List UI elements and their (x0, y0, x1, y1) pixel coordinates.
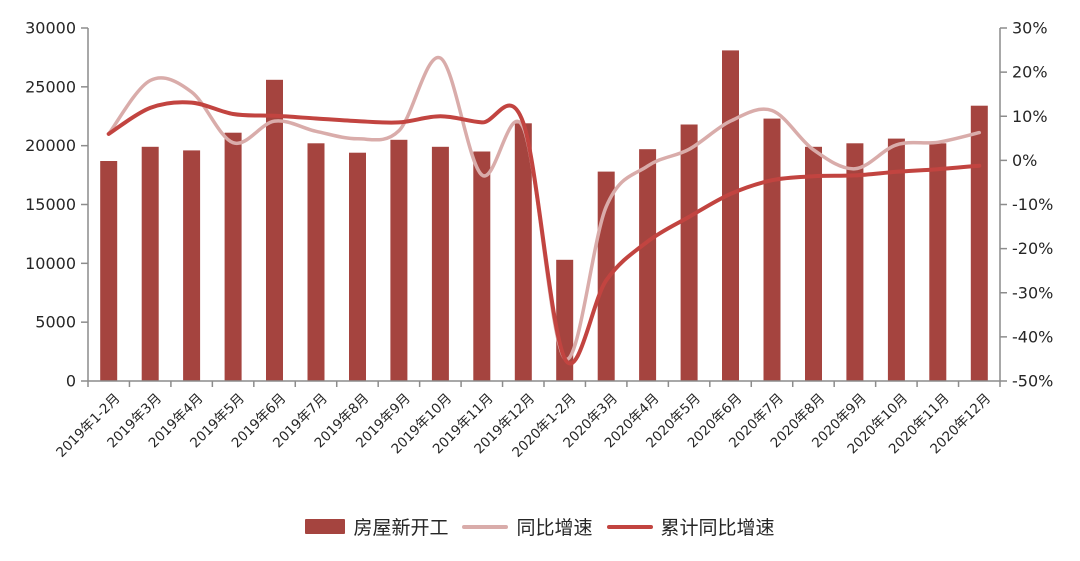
bar (680, 124, 698, 381)
legend-item-cumulative-yoy: 累计同比增速 (606, 513, 775, 540)
y-axis-right-tick-label: -50% (1012, 372, 1053, 391)
y-axis-right-tick-label: 10% (1012, 107, 1048, 126)
y-axis-left-tick-label: 30000 (25, 19, 76, 38)
bar (722, 50, 739, 382)
bar (846, 143, 864, 381)
bar (970, 105, 988, 381)
bar (100, 161, 118, 381)
y-axis-right-tick-label: -10% (1012, 195, 1053, 214)
legend-item-yoy: 同比增速 (462, 513, 593, 540)
y-axis-right-tick-label: -40% (1012, 327, 1053, 346)
bar (349, 152, 366, 381)
yoy-line-swatch (462, 524, 509, 529)
y-axis-right-tick-label: -30% (1012, 283, 1053, 302)
bar (763, 118, 781, 381)
bar (266, 79, 283, 382)
legend-label-yoy: 同比增速 (516, 517, 593, 539)
y-axis-left-tick-label: 10000 (25, 254, 76, 273)
y-axis-right-tick-label: 30% (1012, 19, 1048, 38)
bar (805, 146, 822, 381)
bar (183, 150, 201, 381)
cumulative-yoy-line-swatch (606, 524, 653, 529)
legend-label-cumulative-yoy: 累计同比增速 (660, 517, 775, 539)
y-axis-left-tick-label: 20000 (25, 136, 76, 155)
y-axis-right-tick-label: -20% (1012, 239, 1053, 258)
legend-label-bars: 房屋新开工 (353, 517, 449, 539)
y-axis-left-tick-label: 25000 (25, 77, 76, 96)
y-axis-left-tick-label: 0 (66, 372, 76, 391)
x-axis-category-label: 2019年1-2月 (53, 391, 123, 461)
legend-item-bars: 房屋新开工 (305, 513, 448, 540)
y-axis-right-tick-label: 0% (1012, 151, 1037, 170)
bar (307, 143, 325, 381)
bar (929, 143, 947, 381)
bar (431, 146, 449, 381)
y-axis-right-tick-label: 20% (1012, 63, 1048, 82)
bar (224, 132, 242, 381)
y-axis-left-tick-label: 15000 (25, 195, 76, 214)
bar (887, 138, 905, 381)
bar (141, 146, 159, 381)
bar (473, 151, 491, 381)
bar (639, 149, 657, 381)
cumulative-yoy-line (106, 100, 982, 366)
bars-group (100, 50, 988, 382)
bar (390, 139, 408, 381)
y-axis-left-tick-label: 5000 (35, 313, 76, 332)
legend: 房屋新开工 同比增速 累计同比增速 (0, 513, 1080, 540)
bar-swatch (305, 519, 346, 534)
bar (514, 123, 532, 382)
